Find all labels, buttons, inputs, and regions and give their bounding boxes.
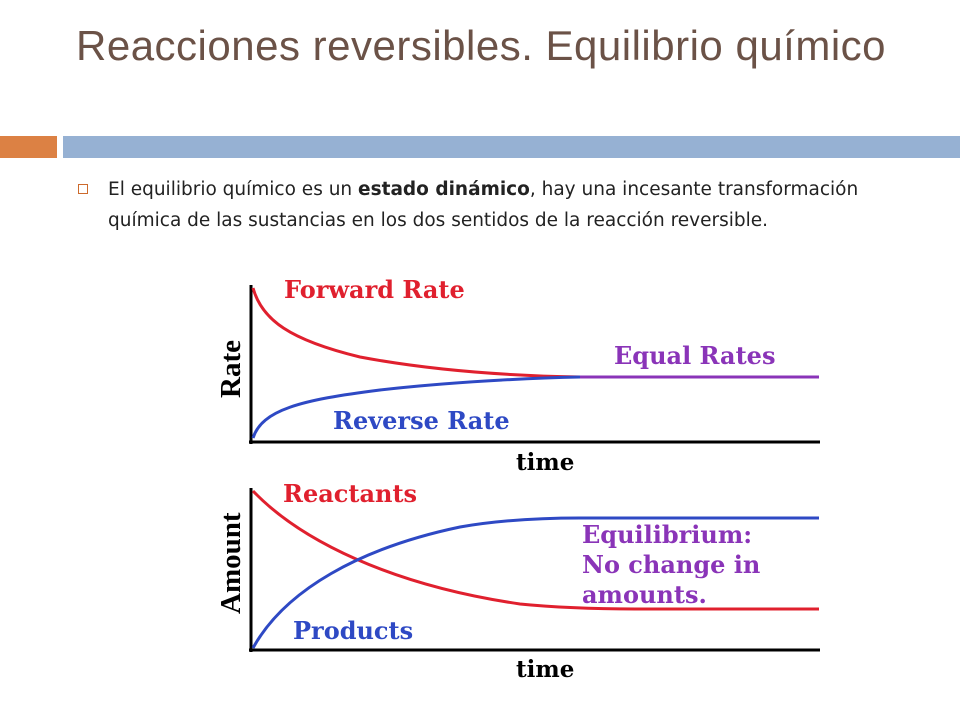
amount-chart: Reactants Equilibrium: No change in amou… — [215, 479, 820, 683]
amount-x-axis-label: time — [516, 656, 574, 683]
bullet-text-bold: estado dinámico — [358, 179, 530, 200]
rate-y-axis-label: Rate — [215, 340, 247, 398]
equal-rates-label: Equal Rates — [614, 341, 775, 370]
bullet-text-start: El equilibrio químico es un — [108, 179, 359, 200]
slide-title: Reacciones reversibles. Equilibrio quími… — [76, 22, 887, 69]
bullet-text-end: , hay una incesante transformación quími… — [108, 179, 859, 231]
forward-rate-curve — [251, 287, 581, 379]
reverse-rate-label: Reverse Rate — [333, 406, 510, 435]
reverse-rate-curve — [251, 375, 581, 439]
title-accent-bar — [0, 136, 57, 158]
rate-chart: Forward Rate Equal Rates Reverse Rate Ra… — [215, 275, 820, 476]
equilibrium-label-line3: amounts. — [582, 580, 707, 609]
rate-x-axis-label: time — [516, 449, 574, 476]
equilibrium-label-line1: Equilibrium: — [582, 520, 752, 549]
amount-y-axis-label: Amount — [215, 512, 247, 614]
forward-rate-label: Forward Rate — [284, 275, 465, 304]
bullet-square-icon — [78, 184, 88, 194]
products-label: Products — [293, 616, 413, 645]
equilibrium-label-line2: No change in — [582, 550, 760, 579]
reactants-label: Reactants — [283, 479, 417, 508]
products-curve — [251, 516, 819, 649]
title-divider-bar — [63, 136, 960, 158]
reactants-curve — [251, 489, 819, 611]
bullet-text: El equilibrio químico es un estado dinám… — [108, 174, 928, 236]
